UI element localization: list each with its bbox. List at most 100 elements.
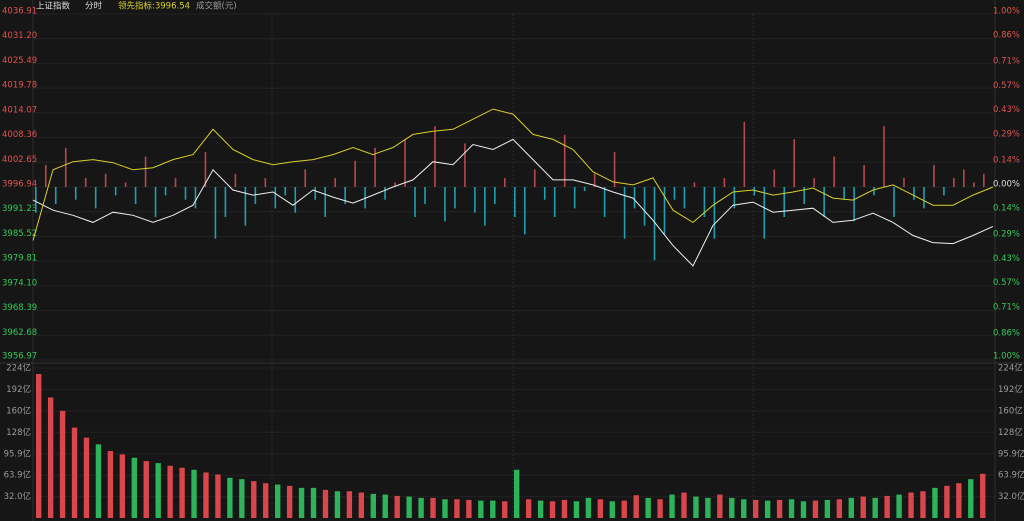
indicator-bar bbox=[573, 187, 576, 209]
volume-bar bbox=[561, 499, 568, 518]
volume-bar bbox=[860, 496, 866, 518]
volume-bar bbox=[693, 496, 699, 518]
indicator-bar bbox=[414, 187, 416, 218]
indicator-bar bbox=[903, 178, 905, 187]
volume-bar bbox=[669, 494, 675, 518]
indicator-bar bbox=[543, 187, 546, 200]
indicator-bar bbox=[124, 182, 127, 187]
y-tick-label: 128亿 bbox=[6, 427, 31, 438]
indicator-bar bbox=[963, 169, 965, 187]
y2-tick-label: 0.86% bbox=[993, 31, 1020, 41]
volume-bar bbox=[418, 497, 424, 518]
indicator-bar bbox=[334, 178, 336, 187]
indicator-bar bbox=[733, 187, 736, 209]
volume-bar bbox=[633, 495, 639, 518]
indicator-bar bbox=[294, 187, 297, 213]
y-tick-label: 3985.52 bbox=[2, 229, 37, 239]
y2-tick-label: 128亿 bbox=[998, 427, 1023, 438]
indicator-bar bbox=[234, 173, 237, 187]
indicator-bar bbox=[374, 147, 376, 187]
indicator-bar bbox=[723, 178, 726, 187]
volume-bar bbox=[215, 474, 221, 518]
indicator-bar bbox=[494, 187, 496, 205]
indicator-bar bbox=[663, 187, 666, 235]
indicator-bar bbox=[314, 187, 317, 200]
y2-tick-label: 0.71% bbox=[993, 57, 1020, 67]
indicator-bar bbox=[843, 187, 845, 200]
indicator-bar bbox=[523, 187, 526, 235]
indicator-bar bbox=[194, 187, 197, 209]
volume-bar bbox=[908, 492, 914, 518]
y2-tick-label: 1.00% bbox=[993, 7, 1020, 17]
indicator-bar bbox=[623, 187, 626, 239]
indicator-bar bbox=[384, 187, 386, 200]
indicator-bar bbox=[753, 187, 756, 196]
y2-tick-label: 160亿 bbox=[998, 405, 1023, 416]
volume-bar bbox=[741, 499, 747, 518]
period[interactable]: 分时 bbox=[85, 1, 103, 12]
y2-tick-label: 0.29% bbox=[993, 230, 1020, 240]
volume-bar bbox=[167, 465, 173, 518]
volume-bar bbox=[514, 469, 520, 518]
volume-bar bbox=[442, 499, 448, 518]
indicator-bar bbox=[204, 152, 207, 187]
indicator-bar bbox=[933, 165, 935, 187]
indicator-bar bbox=[54, 187, 57, 205]
indicator-bar bbox=[873, 187, 875, 196]
indicator-bar bbox=[394, 182, 396, 187]
indicator-bar bbox=[144, 156, 147, 187]
y2-tick-label: 95.9亿 bbox=[998, 448, 1024, 459]
volume-bar bbox=[932, 487, 938, 518]
indicator-bar bbox=[803, 187, 805, 205]
price-line bbox=[32, 138, 994, 267]
indicator-bar bbox=[783, 187, 786, 218]
indicator-bar bbox=[364, 187, 366, 209]
volume-bar bbox=[788, 499, 795, 518]
indicator-bar bbox=[613, 152, 616, 187]
volume-bar bbox=[286, 485, 293, 518]
y-tick-label: 4036.91 bbox=[2, 7, 37, 17]
y2-tick-label: 0.00% bbox=[993, 180, 1020, 190]
indicator-bar bbox=[673, 187, 676, 200]
volume-bar bbox=[502, 501, 508, 518]
volume-bar bbox=[310, 487, 317, 518]
volume-bar bbox=[107, 451, 114, 518]
volume-bar bbox=[47, 397, 54, 518]
y-tick-label: 4019.78 bbox=[2, 81, 37, 91]
y2-tick-label: 192亿 bbox=[998, 384, 1023, 395]
indicator-bar bbox=[464, 143, 466, 187]
y2-tick-label: 0.43% bbox=[993, 105, 1020, 115]
volume-bar bbox=[848, 497, 854, 518]
volume-bar bbox=[944, 485, 950, 518]
volume-bar bbox=[776, 499, 783, 518]
volume-bar bbox=[597, 499, 604, 518]
indicator-bar bbox=[983, 173, 985, 187]
indicator-bar bbox=[94, 187, 97, 209]
indicator-bar bbox=[114, 187, 117, 196]
y2-tick-label: 0.14% bbox=[993, 204, 1020, 214]
volume-bar bbox=[764, 500, 771, 518]
volume-bar bbox=[490, 500, 496, 518]
indicator-bar bbox=[264, 178, 267, 187]
y-tick-label: 4014.07 bbox=[2, 105, 37, 115]
y2-tick-label: 32.0亿 bbox=[998, 491, 1024, 502]
y-tick-label: 4031.20 bbox=[2, 31, 37, 41]
volume-bar bbox=[621, 500, 627, 518]
indicator-bar bbox=[474, 187, 476, 213]
volume-bar bbox=[83, 437, 90, 518]
y2-tick-label: 0.43% bbox=[993, 254, 1020, 264]
volume-bar bbox=[394, 495, 400, 518]
volume-bar bbox=[681, 492, 687, 518]
indicator-bar bbox=[164, 187, 167, 196]
volume-bar bbox=[454, 499, 460, 518]
volume-bar bbox=[298, 487, 305, 518]
volume-bar bbox=[358, 492, 365, 518]
volume-bar bbox=[836, 499, 843, 518]
indicator-bar bbox=[354, 160, 356, 187]
index-title[interactable]: 上证指数 bbox=[36, 1, 71, 12]
y-tick-label: 4008.36 bbox=[2, 130, 37, 140]
indicator-bar bbox=[713, 187, 716, 239]
y-tick-label: 3962.68 bbox=[2, 328, 37, 338]
y2-tick-label: 0.71% bbox=[993, 302, 1020, 312]
